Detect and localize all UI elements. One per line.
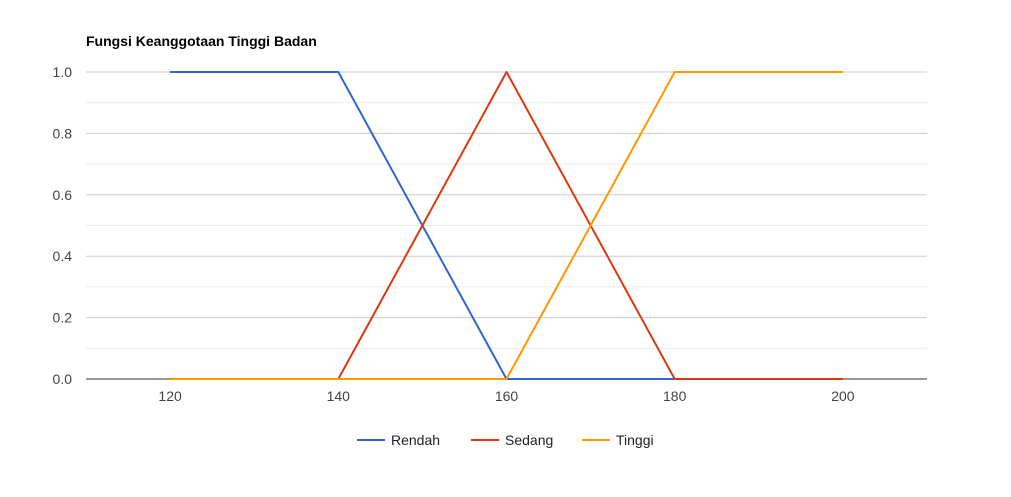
legend-label: Rendah [391,432,440,448]
series-lines [170,71,843,380]
x-tick-label: 140 [327,388,351,404]
x-axis-ticks: 120 140 160 180 200 [158,388,854,404]
legend-item-tinggi[interactable]: Tinggi [582,432,654,448]
x-tick-label: 200 [831,388,855,404]
y-tick-label: 1.0 [53,64,73,80]
legend-item-rendah[interactable]: Rendah [357,432,440,448]
legend[interactable]: Rendah Sedang Tinggi [357,432,654,448]
legend-item-sedang[interactable]: Sedang [471,432,553,448]
y-axis-ticks: 0.0 0.2 0.4 0.6 0.8 1.0 [53,64,73,387]
grid-lines [86,71,927,349]
y-tick-label: 0.2 [53,310,73,326]
x-tick-label: 160 [495,388,519,404]
chart-title: Fungsi Keanggotaan Tinggi Badan [86,33,317,49]
y-tick-label: 0.4 [53,248,73,264]
y-tick-label: 0.8 [53,125,73,141]
y-tick-label: 0.0 [53,371,73,387]
legend-label: Sedang [505,432,553,448]
y-tick-label: 0.6 [53,187,73,203]
series-line-tinggi [170,71,843,380]
legend-label: Tinggi [616,432,654,448]
x-tick-label: 180 [663,388,687,404]
x-tick-label: 120 [158,388,182,404]
